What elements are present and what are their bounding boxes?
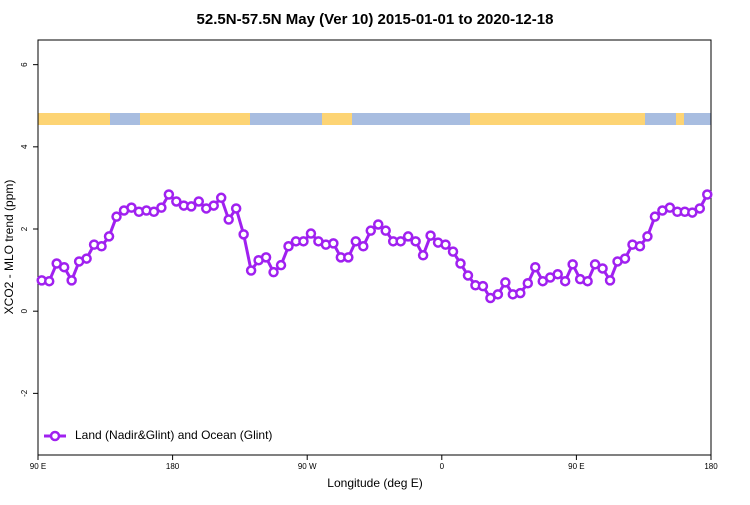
land-band <box>676 113 684 125</box>
data-point <box>664 202 676 213</box>
x-tick-label: 180 <box>704 462 718 471</box>
plot-frame <box>37 39 712 456</box>
data-point <box>66 275 77 286</box>
x-tick-label: 90 W <box>298 462 317 471</box>
legend-marker <box>49 430 61 442</box>
data-point <box>343 252 354 263</box>
data-point <box>455 258 466 269</box>
data-point <box>440 239 451 250</box>
data-point <box>245 265 257 276</box>
data-point <box>275 259 287 271</box>
data-point <box>567 259 578 270</box>
x-tick-label: 0 <box>440 462 445 471</box>
y-tick-label: -2 <box>20 389 29 397</box>
data-point <box>649 211 661 222</box>
data-point <box>193 196 205 207</box>
x-tick-label: 90 E <box>30 462 46 471</box>
y-tick-label: 4 <box>20 144 29 149</box>
x-tick-label: 90 E <box>568 462 584 471</box>
y-tick-label: 6 <box>20 62 29 67</box>
chart-title: 52.5N-57.5N May (Ver 10) 2015-01-01 to 2… <box>197 11 554 28</box>
data-point <box>559 275 571 287</box>
data-point <box>702 189 713 200</box>
data-point <box>238 229 249 240</box>
y-axis-label: XCO2 - MLO trend (ppm) <box>2 180 16 315</box>
data-point <box>358 241 369 252</box>
data-point <box>552 268 563 280</box>
data-point <box>58 261 70 273</box>
data-point <box>604 275 616 286</box>
legend-label: Land (Nadir&Glint) and Ocean (Glint) <box>75 428 272 442</box>
data-point <box>372 219 384 230</box>
data-point <box>96 241 107 252</box>
data-point <box>402 231 414 242</box>
data-point <box>582 275 593 287</box>
data-point <box>186 201 197 212</box>
data-point <box>477 280 489 292</box>
data-point <box>163 189 175 200</box>
ocean-band <box>110 113 140 125</box>
y-tick-label: 2 <box>20 226 29 231</box>
data-point <box>328 238 339 249</box>
data-point <box>208 200 219 211</box>
data-point <box>417 250 429 261</box>
data-point <box>500 277 511 288</box>
data-point <box>171 196 182 207</box>
data-point <box>223 214 234 225</box>
data-point <box>589 259 601 270</box>
data-point <box>148 206 160 218</box>
data-point <box>350 236 362 247</box>
data-point <box>462 270 474 281</box>
data-point <box>447 246 459 257</box>
data-point <box>410 236 421 247</box>
data-point <box>111 211 122 222</box>
x-axis-label: Longitude (deg E) <box>327 476 422 490</box>
data-point <box>619 253 631 264</box>
data-point <box>694 203 706 214</box>
data-point <box>43 275 55 287</box>
data-point <box>298 236 309 247</box>
data-point <box>81 253 92 264</box>
data-point <box>634 241 646 252</box>
data-point <box>215 192 227 204</box>
data-point <box>597 263 608 274</box>
data-point <box>492 289 504 300</box>
data-point <box>365 225 377 236</box>
data-point <box>283 241 294 252</box>
data-point <box>305 228 317 239</box>
data-point <box>530 261 541 273</box>
data-point <box>156 202 167 213</box>
data-point <box>687 207 698 218</box>
x-tick-label: 180 <box>166 462 180 471</box>
data-point <box>522 277 534 289</box>
data-point <box>642 231 653 242</box>
ocean-band <box>352 113 470 125</box>
data-point <box>103 231 115 242</box>
data-point <box>268 266 279 278</box>
land-ocean-strip <box>38 113 711 125</box>
data-point <box>425 230 436 241</box>
data-point <box>260 252 272 263</box>
ocean-band <box>250 113 322 125</box>
data-point <box>515 287 526 299</box>
data-point <box>380 225 391 236</box>
data-point <box>126 202 137 213</box>
data-point <box>230 203 242 214</box>
y-tick-label: 0 <box>20 308 29 313</box>
data-point <box>395 236 406 247</box>
